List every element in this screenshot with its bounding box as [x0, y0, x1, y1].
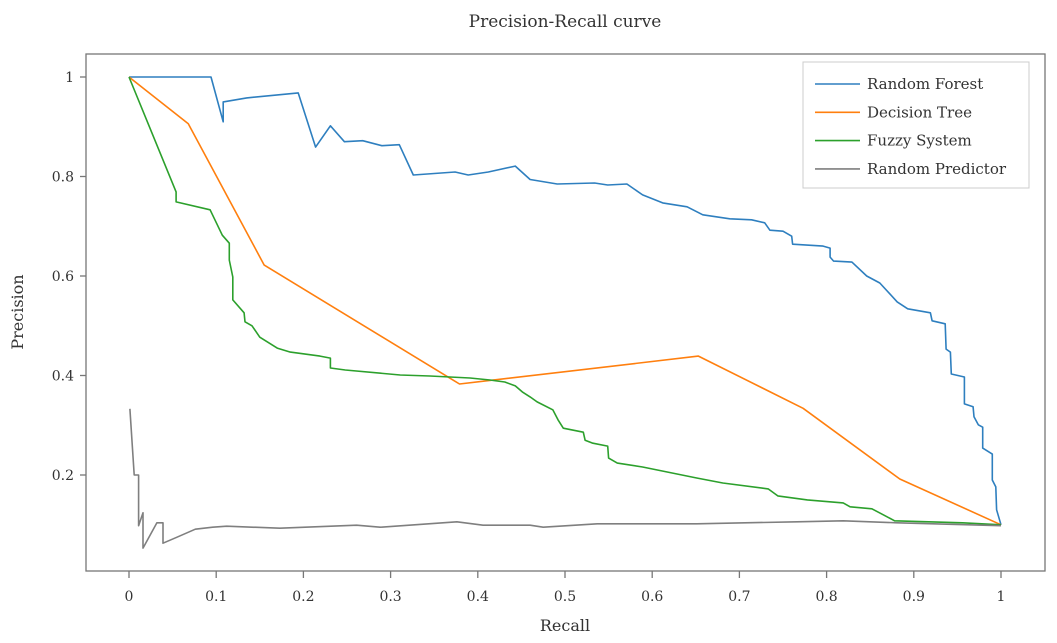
- legend-label-random-forest: Random Forest: [867, 75, 983, 93]
- x-axis: 0 0.1 0.2 0.3 0.4 0.5 0.6 0.7 0.8 0.9 1: [125, 571, 1006, 605]
- legend-box: [802, 61, 1030, 189]
- x-tick-label: 0.2: [292, 589, 314, 605]
- series-lines: [128, 76, 1002, 549]
- series-line-decision-tree: [128, 76, 1002, 526]
- x-tick-label: 0.7: [728, 589, 750, 605]
- x-tick-label: 0: [125, 589, 134, 605]
- x-tick-label: 0.3: [379, 589, 401, 605]
- series-line-random-predictor: [129, 408, 1002, 549]
- x-tick-label: 1: [997, 589, 1006, 605]
- y-tick-label: 0.6: [52, 269, 74, 285]
- x-tick-label: 0.9: [903, 589, 925, 605]
- legend: Random Forest Decision Tree Fuzzy System Ra…: [802, 61, 1030, 189]
- legend-label-fuzzy-system: Fuzzy System: [867, 132, 972, 150]
- legend-label-random-predictor: Random Predictor: [867, 160, 1007, 178]
- x-tick-label: 0.8: [815, 589, 837, 605]
- x-tick-label: 0.4: [467, 589, 489, 605]
- x-tick-label: 0.5: [554, 589, 576, 605]
- series-line-fuzzy-system: [128, 76, 1002, 526]
- y-tick-label: 0.2: [52, 468, 74, 484]
- x-tick-label: 0.1: [205, 589, 227, 605]
- x-tick-label: 0.6: [641, 589, 663, 605]
- series-line-random-forest: [129, 76, 1002, 526]
- chart-title: Precision-Recall curve: [469, 12, 662, 32]
- legend-label-decision-tree: Decision Tree: [867, 103, 972, 121]
- y-tick-label: 1: [65, 70, 74, 86]
- x-axis-label: Recall: [540, 616, 590, 635]
- y-axis: 0.2 0.4 0.6 0.8 1: [52, 70, 86, 484]
- y-tick-label: 0.8: [52, 170, 74, 186]
- y-tick-label: 0.4: [52, 369, 74, 385]
- y-axis-label: Precision: [8, 274, 27, 349]
